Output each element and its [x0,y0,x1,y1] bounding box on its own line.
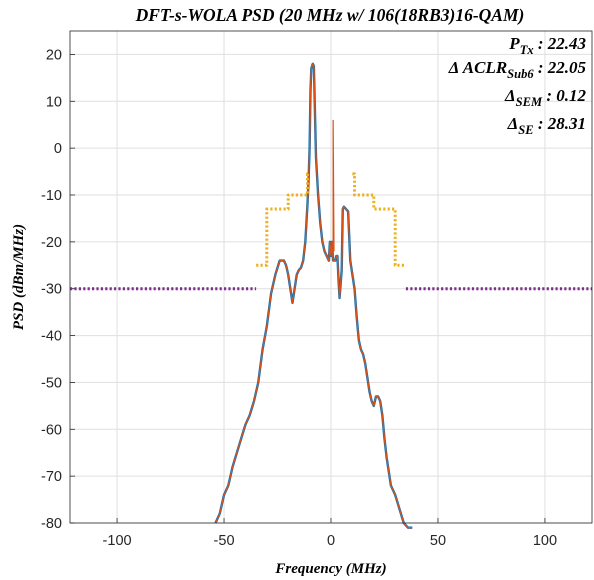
annotation-symbol: Δ [504,86,516,105]
annotation-line: Δ ACLRSub6 : 22.05 [448,58,587,81]
x-axis-label: Frequency (MHz) [274,561,386,577]
y-tick-label: -40 [41,329,62,345]
x-tick-labels: -100 -50 0 50 100 [103,533,557,549]
y-tick-label: 20 [46,47,62,63]
y-tick-label: 0 [54,141,62,157]
annotation-symbol: P [508,34,520,53]
annotation-subscript: SEM [516,95,543,109]
x-tick-label: -50 [214,533,235,549]
annotation-line: PTx : 22.43 [508,34,586,57]
y-tick-label: -20 [41,235,62,251]
y-tick-label: -10 [41,188,62,204]
annotation-line: ΔSEM : 0.12 [504,86,586,109]
annotation-value: : 22.05 [534,58,587,77]
x-tick-label: 0 [327,533,335,549]
series-layer [70,62,592,529]
annotation-value: : 22.43 [534,34,587,53]
y-tick-label: -30 [41,282,62,298]
annotation-subscript: Sub6 [507,67,534,81]
plot-frame [69,30,593,524]
y-tick-label: 10 [46,94,62,110]
y-tick-labels: 20 10 0 -10 -20 -30 -40 -50 -60 -70 -80 [41,47,62,532]
series-psd-reference [214,63,413,529]
y-tick-label: -60 [41,422,62,438]
series-sem-mask [256,172,406,267]
annotation-value: : 28.31 [534,114,586,133]
annotation-subscript: Tx [520,43,534,57]
annotation-symbol: Δ ACLR [448,58,507,77]
y-tick-label: -50 [41,375,62,391]
y-axis-label: PSD (dBm/MHz) [11,224,27,330]
chart-title: DFT-s-WOLA PSD (20 MHz w/ 106(18RB3)16-Q… [135,5,525,25]
y-tick-label: -70 [41,469,62,485]
annotation-value: : 0.12 [542,86,586,105]
y-tick-label: -80 [41,516,62,532]
x-tick-label: 100 [533,533,557,549]
annotation-line: ΔSE : 28.31 [507,114,586,137]
annotation-symbol: Δ [507,114,519,133]
x-tick-label: -100 [103,533,132,549]
series-reference-spike [332,120,335,256]
annotation-subscript: SE [518,123,533,137]
x-tick-label: 50 [430,533,446,549]
